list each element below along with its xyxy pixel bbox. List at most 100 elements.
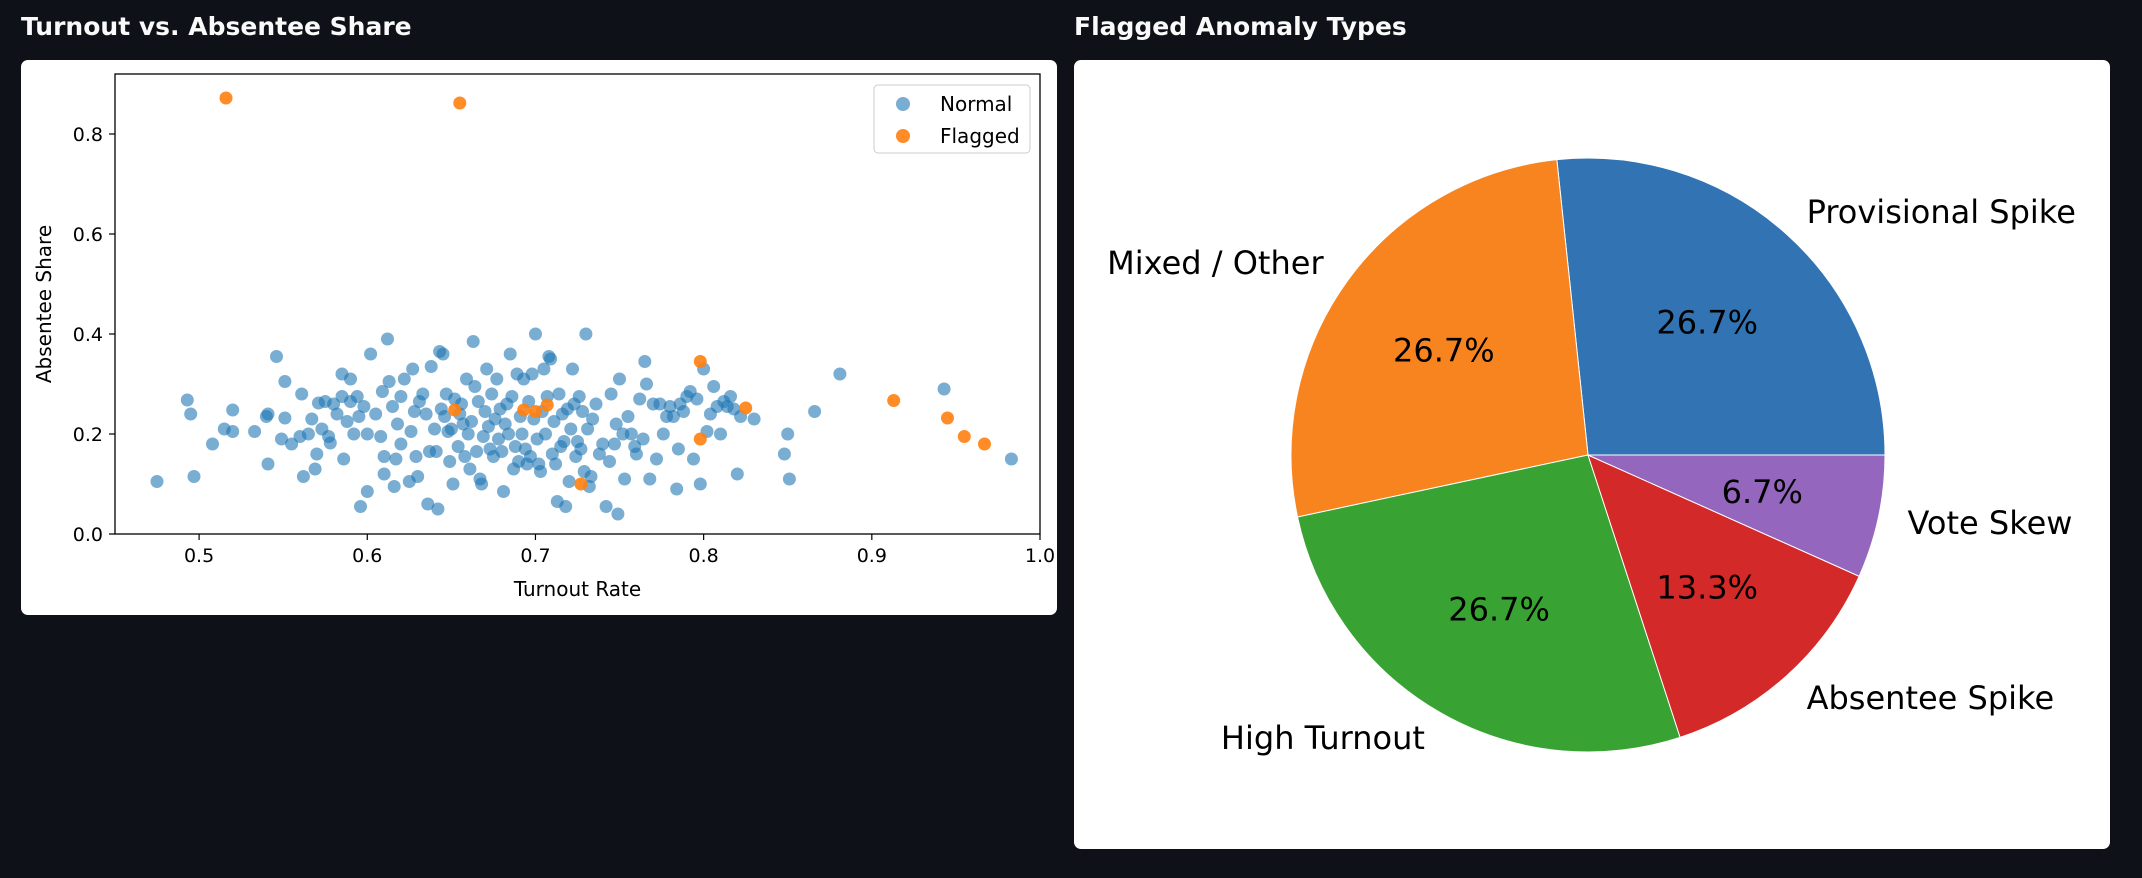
normal-point bbox=[547, 415, 561, 428]
normal-point bbox=[404, 425, 418, 438]
normal-point bbox=[618, 472, 632, 486]
pie-panel-title: Flagged Anomaly Types bbox=[1074, 12, 1407, 41]
normal-point bbox=[608, 437, 621, 451]
legend-label-flagged: Flagged bbox=[940, 124, 1020, 148]
normal-point bbox=[330, 407, 344, 421]
normal-point bbox=[446, 477, 460, 491]
normal-point bbox=[534, 465, 547, 478]
normal-point bbox=[301, 427, 315, 441]
normal-point bbox=[492, 432, 505, 446]
normal-point bbox=[833, 367, 847, 381]
normal-point bbox=[503, 347, 517, 361]
normal-point bbox=[270, 350, 283, 363]
y-tick-label: 0.2 bbox=[73, 424, 103, 446]
normal-point bbox=[640, 377, 653, 391]
normal-point bbox=[248, 425, 262, 438]
normal-point bbox=[429, 445, 443, 458]
normal-point bbox=[589, 397, 603, 411]
normal-point bbox=[545, 447, 559, 461]
flagged-point bbox=[453, 96, 467, 110]
normal-point bbox=[461, 427, 475, 441]
normal-point bbox=[436, 347, 450, 361]
normal-point bbox=[690, 392, 704, 406]
normal-point bbox=[407, 405, 421, 418]
legend-marker-normal bbox=[896, 97, 910, 111]
y-tick-label: 0.8 bbox=[73, 124, 103, 146]
normal-point bbox=[584, 470, 598, 483]
pie-pct-mixed-other: 26.7% bbox=[1393, 331, 1495, 369]
normal-point bbox=[670, 482, 684, 496]
y-tick-label: 0.0 bbox=[73, 524, 103, 546]
normal-point bbox=[559, 500, 573, 513]
y-axis-ticks: 0.0 0.2 0.4 0.6 0.8 bbox=[73, 124, 115, 546]
normal-point bbox=[386, 400, 399, 413]
legend-label-normal: Normal bbox=[940, 92, 1012, 116]
pie-slice-vote-skew bbox=[1587, 454, 1886, 577]
normal-point bbox=[443, 455, 457, 468]
normal-point bbox=[350, 390, 364, 403]
normal-point bbox=[747, 412, 761, 426]
normal-point bbox=[586, 412, 600, 426]
flagged-point bbox=[957, 430, 971, 443]
normal-point bbox=[624, 427, 638, 441]
normal-point bbox=[308, 462, 322, 476]
normal-point bbox=[275, 432, 288, 446]
plot-frame bbox=[114, 73, 1041, 535]
scatter-points bbox=[150, 91, 1018, 521]
flagged-point bbox=[517, 403, 531, 417]
x-tick-label: 0.6 bbox=[352, 545, 382, 567]
normal-point bbox=[337, 452, 351, 466]
normal-point bbox=[629, 447, 643, 461]
normal-point bbox=[671, 442, 685, 456]
normal-point bbox=[226, 403, 240, 417]
normal-point bbox=[724, 390, 737, 403]
normal-point bbox=[184, 407, 198, 421]
normal-point bbox=[564, 422, 578, 436]
x-axis-ticks: 0.5 0.6 0.7 0.8 0.9 1.0 bbox=[184, 534, 1055, 567]
normal-point bbox=[465, 415, 478, 428]
normal-point bbox=[782, 472, 796, 486]
normal-point bbox=[458, 450, 472, 463]
normal-point bbox=[552, 387, 566, 401]
normal-point bbox=[781, 427, 795, 441]
normal-point bbox=[369, 407, 383, 421]
pie-pct-absentee-spike: 13.3% bbox=[1656, 569, 1758, 607]
scatter-panel-title: Turnout vs. Absentee Share bbox=[21, 12, 412, 41]
normal-point bbox=[460, 372, 473, 386]
legend-marker-flagged bbox=[896, 129, 910, 143]
normal-point bbox=[539, 427, 552, 441]
x-tick-label: 0.8 bbox=[689, 545, 719, 567]
normal-point bbox=[687, 452, 700, 466]
pie-slice-absentee-spike bbox=[1587, 454, 1860, 738]
normal-point bbox=[525, 367, 539, 381]
normal-point bbox=[603, 455, 616, 468]
normal-point bbox=[495, 445, 509, 458]
pie-label-mixed-other: Mixed / Other bbox=[1107, 244, 1324, 282]
normal-point bbox=[599, 500, 613, 513]
normal-point bbox=[180, 393, 194, 407]
pie-slice-provisional-spike bbox=[1556, 157, 1886, 456]
normal-point bbox=[677, 405, 690, 418]
normal-point bbox=[529, 327, 542, 341]
pie-slice-mixed-other bbox=[1290, 159, 1589, 518]
normal-point bbox=[609, 417, 623, 431]
normal-point bbox=[357, 400, 371, 413]
normal-point bbox=[468, 380, 482, 393]
normal-point bbox=[150, 475, 164, 488]
normal-point bbox=[613, 372, 626, 386]
normal-point bbox=[1004, 452, 1018, 466]
normal-point bbox=[323, 436, 337, 450]
normal-point bbox=[478, 405, 492, 418]
normal-point bbox=[354, 500, 367, 513]
normal-point bbox=[226, 425, 240, 438]
normal-point bbox=[285, 437, 299, 451]
normal-point bbox=[611, 507, 625, 521]
normal-point bbox=[638, 355, 652, 368]
normal-point bbox=[421, 497, 435, 511]
normal-point bbox=[261, 407, 275, 421]
pie-slices bbox=[1290, 157, 1886, 753]
x-tick-label: 0.9 bbox=[857, 545, 887, 567]
normal-point bbox=[604, 387, 618, 401]
y-axis-label: Absentee Share bbox=[32, 225, 56, 383]
pie-label-vote-skew: Vote Skew bbox=[1908, 504, 2073, 542]
